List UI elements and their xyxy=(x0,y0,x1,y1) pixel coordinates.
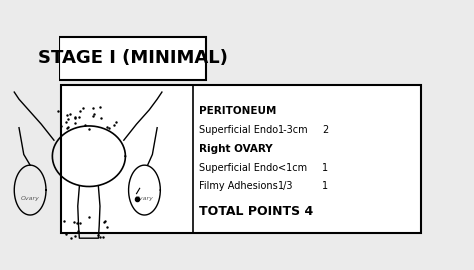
Text: 1: 1 xyxy=(322,181,328,191)
Text: Superficial Endo: Superficial Endo xyxy=(199,125,278,135)
Text: STAGE I (MINIMAL): STAGE I (MINIMAL) xyxy=(38,49,228,68)
Text: Filmy Adhesions: Filmy Adhesions xyxy=(199,181,278,191)
Text: PERITONEUM: PERITONEUM xyxy=(199,106,276,116)
Text: Ovary: Ovary xyxy=(135,197,154,201)
Text: Superficial Endo: Superficial Endo xyxy=(199,163,278,173)
Text: 1/3: 1/3 xyxy=(278,181,293,191)
FancyBboxPatch shape xyxy=(59,36,206,80)
Text: TOTAL POINTS 4: TOTAL POINTS 4 xyxy=(199,205,313,218)
Text: 2: 2 xyxy=(322,125,328,135)
Text: Right OVARY: Right OVARY xyxy=(199,144,273,154)
Text: Ovary: Ovary xyxy=(21,197,39,201)
Text: 1: 1 xyxy=(322,163,328,173)
Text: 1-3cm: 1-3cm xyxy=(278,125,309,135)
Text: <1cm: <1cm xyxy=(278,163,307,173)
FancyBboxPatch shape xyxy=(61,85,421,233)
